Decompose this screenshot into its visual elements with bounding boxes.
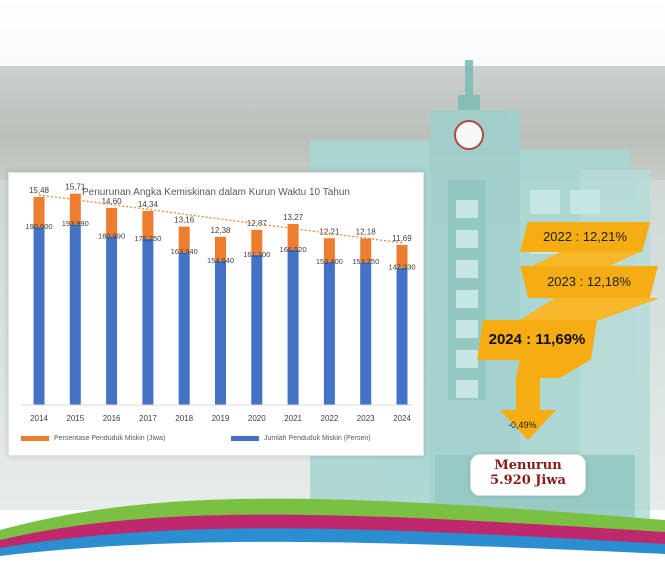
bar-count-2022 [323, 262, 335, 405]
x-tick-2015: 2015 [66, 414, 84, 423]
bar-percentage-2015 [69, 193, 81, 225]
data-label-percentage-2019: 12,38 [210, 226, 231, 235]
data-label-percentage-2023: 12,18 [356, 227, 377, 236]
data-label-count-2021: 166,520 [280, 245, 307, 254]
legend-item-count: Jumlah Penduduk Miskin (Persen) [231, 435, 371, 442]
data-label-percentage-2017: 14,34 [138, 200, 159, 209]
poverty-chart-card: Penurunan Angka Kemiskinan dalam Kurun W… [8, 172, 424, 456]
bar-percentage-2014 [33, 196, 45, 228]
data-label-percentage-2021: 13,27 [283, 213, 304, 222]
bar-count-2020 [251, 254, 263, 405]
legend-label-count: Jumlah Penduduk Miskin (Persen) [264, 435, 371, 442]
x-tick-2023: 2023 [357, 414, 375, 423]
decrease-label: Menurun [494, 458, 562, 473]
bar-percentage-2017 [142, 210, 154, 239]
x-tick-2024: 2024 [393, 414, 411, 423]
bar-count-2019 [215, 260, 226, 405]
callout-2024: 2024 : 11,69% [477, 320, 597, 360]
data-label-count-2017: 178,250 [134, 234, 161, 243]
legend-item-percentage: Persentase Penduduk Miskin (Jiwa) [21, 435, 165, 442]
bar-count-2024 [396, 267, 408, 405]
legend-swatch-blue [231, 436, 259, 441]
data-label-count-2015: 193,990 [62, 219, 89, 228]
x-tick-2014: 2014 [30, 414, 48, 423]
trendline [38, 194, 403, 244]
callout-2022-text: 2022 : 12,21% [543, 229, 627, 244]
data-label-count-2016: 180,990 [98, 231, 125, 240]
x-tick-2018: 2018 [175, 414, 193, 423]
data-label-percentage-2020: 12,87 [247, 219, 268, 228]
data-label-count-2018: 163,940 [171, 247, 198, 256]
bar-count-2017 [142, 238, 154, 405]
data-label-count-2014: 190,900 [25, 222, 52, 231]
data-label-percentage-2018: 13,16 [174, 216, 195, 225]
bar-percentage-2023 [360, 238, 372, 263]
data-label-count-2020: 161,100 [243, 250, 270, 259]
x-tick-2021: 2021 [284, 414, 302, 423]
bar-count-2018 [178, 252, 190, 405]
data-label-percentage-2015: 15,71 [65, 183, 86, 192]
poverty-bar-chart: 15,48 190,900 2014 15,71 193,990 2015 14,60 180… [21, 183, 416, 423]
x-tick-2017: 2017 [139, 414, 157, 423]
bar-percentage-2024 [396, 244, 408, 268]
bar-percentage-2022 [323, 238, 335, 263]
bar-percentage-2019 [215, 236, 226, 261]
decrease-badge: Menurun 5.920 Jiwa [470, 454, 586, 496]
data-label-count-2022: 153,400 [316, 257, 343, 266]
legend-label-percentage: Persentase Penduduk Miskin (Jiwa) [54, 435, 166, 442]
x-tick-2020: 2020 [248, 414, 266, 423]
x-tick-2016: 2016 [103, 414, 121, 423]
change-percentage: -0,49% [508, 420, 537, 430]
bar-count-2014 [33, 227, 45, 405]
x-tick-2019: 2019 [212, 414, 230, 423]
decrease-amount: 5.920 Jiwa [490, 473, 566, 488]
callout-2024-text: 2024 : 11,69% [488, 331, 586, 348]
callout-2022: 2022 : 12,21% [520, 222, 650, 252]
bar-percentage-2016 [106, 207, 118, 237]
decorative-wave [0, 498, 665, 564]
data-label-count-2019: 154,640 [207, 256, 234, 265]
x-tick-2022: 2022 [321, 414, 339, 423]
bar-percentage-2020 [251, 229, 263, 255]
bar-count-2015 [69, 224, 81, 405]
data-label-count-2024: 147,330 [388, 263, 415, 272]
legend-swatch-orange [21, 436, 49, 441]
callout-2023: 2023 : 12,18% [520, 266, 658, 298]
callout-2023-text: 2023 : 12,18% [547, 274, 631, 289]
bar-count-2021 [287, 249, 299, 405]
data-label-percentage-2022: 12,21 [319, 227, 340, 236]
bar-percentage-2021 [287, 223, 299, 250]
data-label-percentage-2016: 14,60 [102, 197, 123, 206]
bar-count-2016 [106, 236, 118, 405]
data-label-count-2023: 153,250 [352, 257, 379, 266]
data-label-percentage-2024: 11,69 [392, 234, 412, 243]
bar-count-2023 [360, 262, 372, 405]
data-label-percentage-2014: 15,48 [29, 186, 50, 195]
chart-title: Penurunan Angka Kemiskinan dalam Kurun W… [82, 187, 350, 198]
bar-percentage-2018 [178, 226, 190, 253]
